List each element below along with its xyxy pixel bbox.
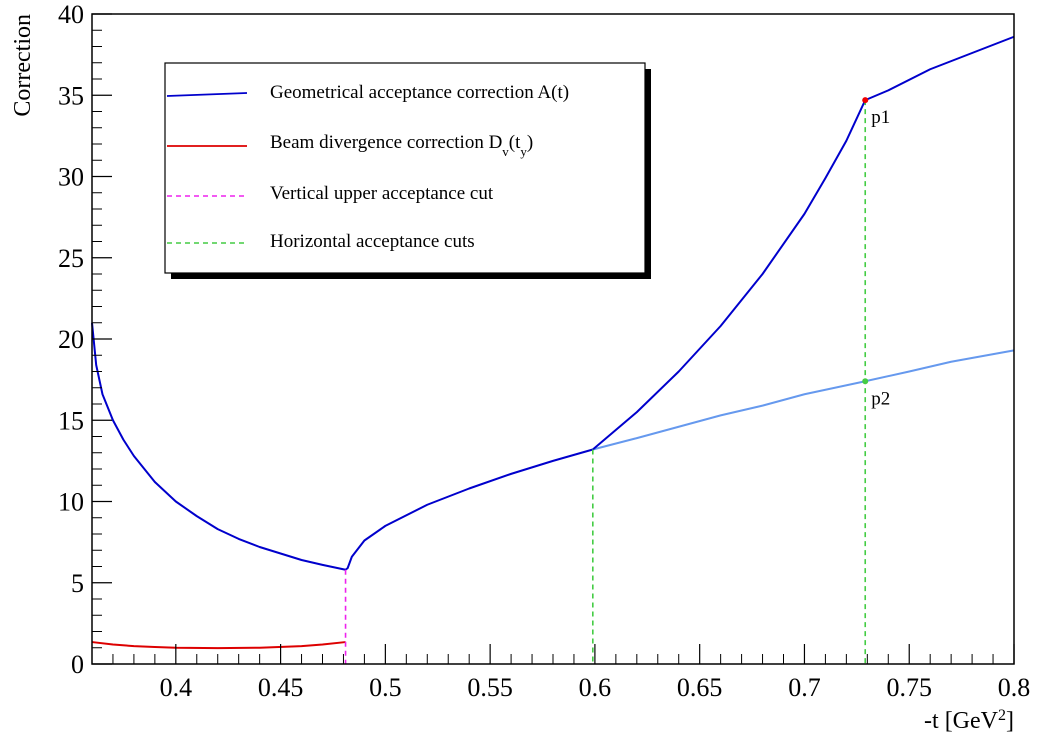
legend-entry-geometrical: Geometrical acceptance correction A(t) — [270, 82, 569, 103]
legend-beam-sub-y: y — [520, 144, 527, 159]
series-line-2 — [592, 349, 1015, 451]
x-axis-title: -t [GeV2] — [924, 707, 1014, 734]
y-tick-label-6: 30 — [58, 163, 84, 192]
y-tick-label-7: 35 — [58, 81, 84, 110]
annotations-layer: p1 p2 — [862, 97, 890, 409]
x-tick-label-1: 0.45 — [258, 673, 304, 702]
x-tick-label-6: 0.7 — [788, 673, 821, 702]
x-tick-label-3: 0.55 — [467, 673, 513, 702]
y-axis-title: Correction — [10, 14, 36, 117]
x-tick-label-2: 0.5 — [369, 673, 402, 702]
annotation-label-p1: p1 — [871, 107, 890, 128]
annotation-point-p2 — [862, 378, 869, 385]
legend-box — [164, 62, 646, 274]
y-tick-label-3: 15 — [58, 406, 84, 435]
x-axis-title-main: -t [GeV — [924, 708, 999, 734]
y-tick-label-8: 40 — [58, 0, 84, 29]
x-axis-title-close: ] — [1006, 708, 1014, 734]
legend-beam-mid: (t — [509, 132, 521, 153]
legend-swatch-geometrical — [166, 92, 248, 97]
legend-beam-sub-v: v — [502, 144, 509, 159]
y-tick-label-1: 5 — [71, 569, 84, 598]
x-axis-title-sup: 2 — [998, 707, 1006, 724]
y-tick-label-4: 20 — [58, 325, 84, 354]
legend-entry-vertical-cut: Vertical upper acceptance cut — [270, 183, 494, 204]
legend: Geometrical acceptance correction A(t) B… — [164, 62, 651, 279]
legend-beam-end: ) — [527, 132, 533, 153]
y-tick-label-2: 10 — [58, 488, 84, 517]
annotation-point-p1 — [862, 97, 869, 104]
series-line-0 — [91, 35, 1015, 571]
x-tick-label-7: 0.75 — [886, 673, 932, 702]
y-tick-label-0: 0 — [71, 650, 84, 679]
x-tick-label-8: 0.8 — [998, 673, 1031, 702]
legend-beam-name: Beam divergence correction D — [270, 132, 502, 153]
legend-entry-beam-divergence: Beam divergence correction Dv(ty) — [270, 132, 533, 159]
y-tick-label-5: 25 — [58, 244, 84, 273]
series-line-1 — [91, 641, 346, 650]
x-tick-label-4: 0.6 — [579, 673, 612, 702]
x-tick-label-0: 0.4 — [160, 673, 193, 702]
ticks-layer: 0.4 0.45 0.5 0.55 0.6 0.65 0.7 0.75 0.8 0 5 10 15 20 2… — [58, 0, 1030, 702]
series-layer — [91, 35, 1015, 650]
legend-entry-horizontal-cuts: Horizontal acceptance cuts — [270, 231, 475, 252]
x-tick-label-5: 0.65 — [677, 673, 723, 702]
annotation-label-p2: p2 — [871, 388, 890, 409]
